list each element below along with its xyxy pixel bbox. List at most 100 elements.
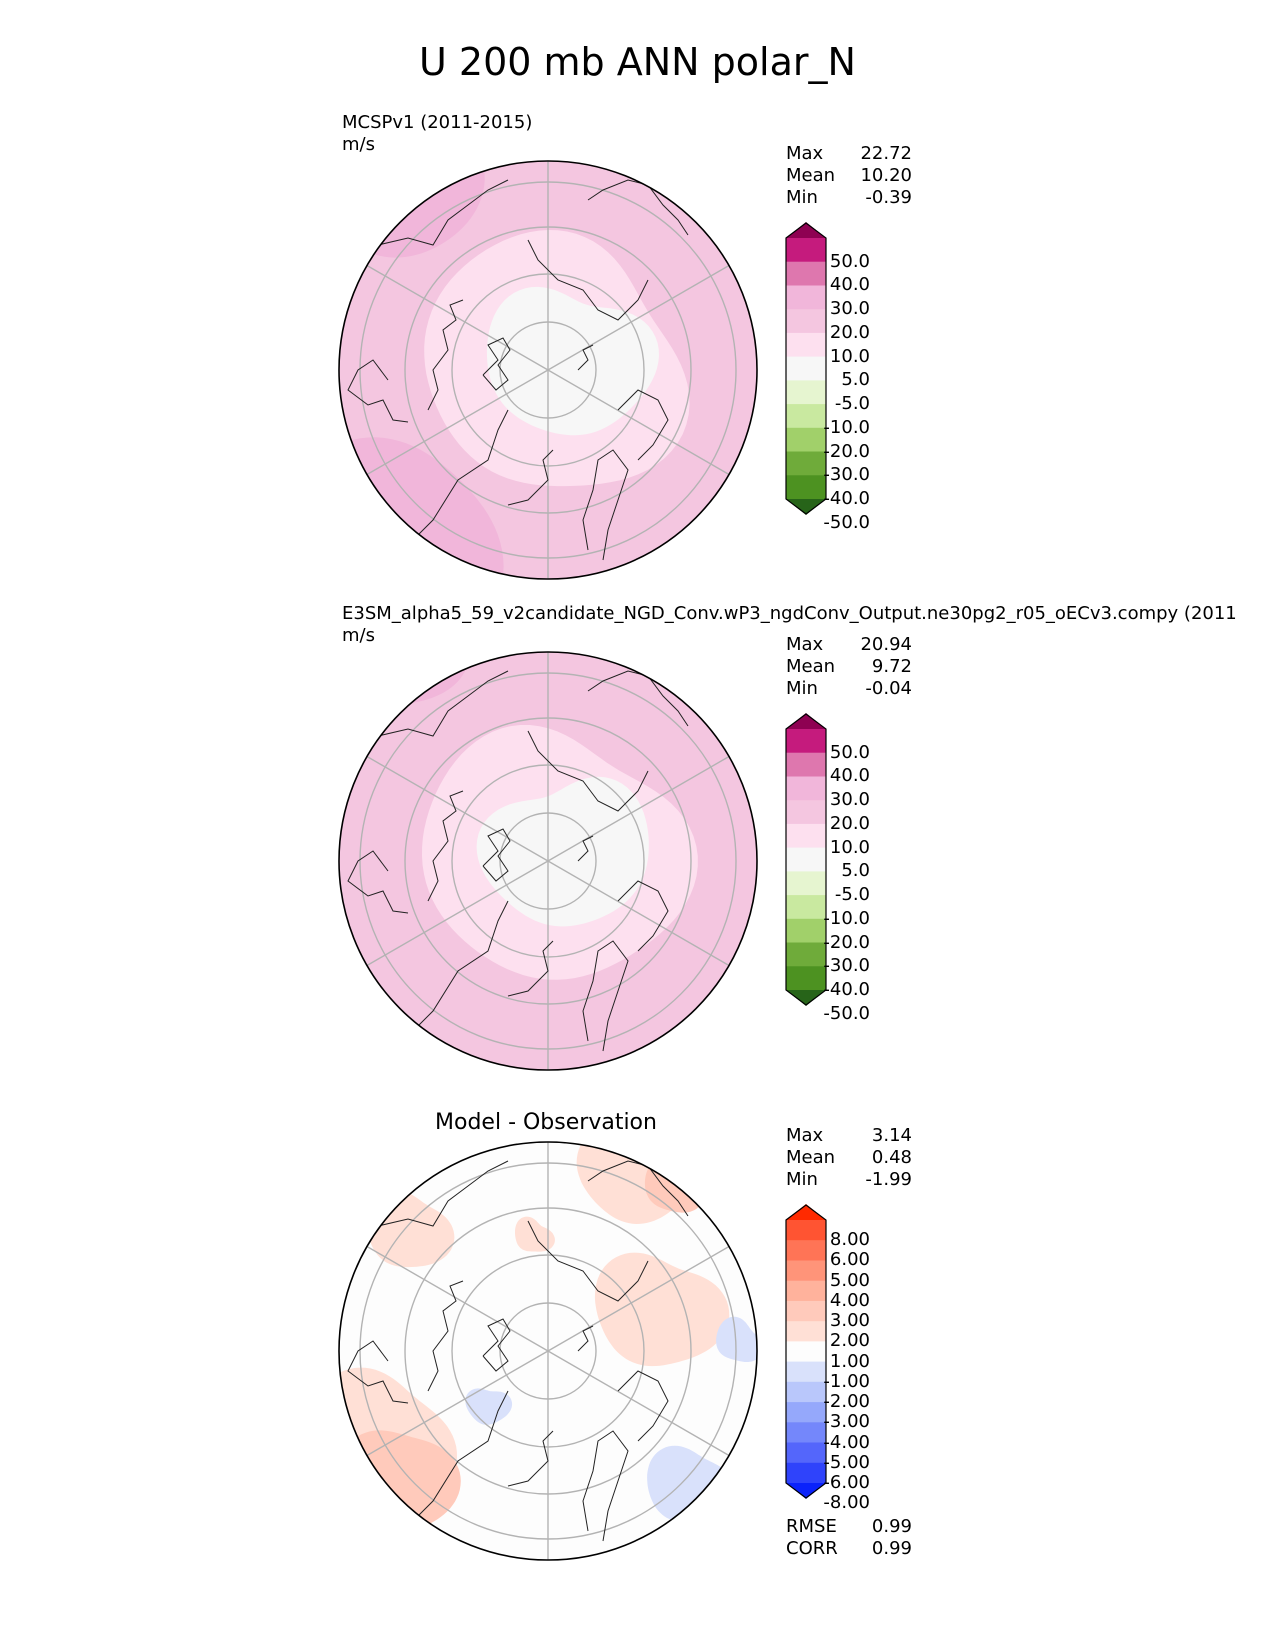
- colorbar-tick-label: -50.0: [823, 511, 870, 533]
- colorbar-tick-label: 3.00: [829, 1310, 870, 1332]
- colorbar-tick-label: -10.0: [823, 907, 870, 929]
- colorbar-tick-label: -50.0: [823, 1002, 870, 1024]
- field-pole-region: [486, 286, 659, 436]
- colorbar-extend-max: [786, 713, 826, 729]
- colorbar-tick-label: 30.0: [829, 789, 870, 811]
- panel3-rmse-label: RMSE: [786, 1516, 837, 1537]
- panel2-mean-value: 9.72: [871, 656, 912, 677]
- coastline-siberia: [527, 239, 649, 321]
- map-boundary: [338, 1141, 758, 1561]
- panel3-max-label: Max: [786, 1125, 824, 1146]
- colorbar-segment: [786, 261, 826, 286]
- panel1-polar-map: [338, 160, 758, 580]
- colorbar-segment: [786, 776, 826, 801]
- colorbar-segment: [786, 1462, 826, 1484]
- colorbar-extend-min: [786, 499, 826, 515]
- panel3-title: Model - Observation: [435, 1110, 657, 1135]
- figure-title: U 200 mb ANN polar_N: [419, 40, 856, 84]
- panel3-polar-map: [338, 1141, 758, 1561]
- colorbar-segment: [786, 918, 826, 944]
- coastline-novaya-zemlya: [577, 344, 594, 371]
- coastline-iceland-region: [507, 940, 554, 997]
- panel1-max-value: 22.72: [860, 143, 912, 164]
- coastline-scandinavia: [582, 940, 629, 1052]
- meridian-line: [365, 860, 549, 967]
- colorbar-tick-label: 8.00: [829, 1229, 870, 1251]
- colorbar-outline: [785, 1204, 827, 1499]
- meridian-line: [547, 755, 731, 862]
- colorbar-tick-label: 10.0: [829, 345, 870, 367]
- colorbar-segment: [786, 823, 826, 849]
- meridian-line: [547, 1350, 731, 1457]
- colorbar-segment: [786, 380, 826, 405]
- panel3-colorbar: [785, 1204, 827, 1499]
- field-positive-region-e: [594, 1252, 730, 1367]
- colorbar-extend-max: [786, 222, 826, 238]
- colorbar-segment: [786, 1321, 826, 1342]
- colorbar-segment: [786, 1341, 826, 1363]
- field-pole-region: [476, 776, 649, 927]
- colorbar-tick-label: 50.0: [829, 741, 870, 763]
- panel3-corr-value: 0.99: [871, 1538, 912, 1559]
- colorbar-tick-label: 30.0: [829, 298, 870, 320]
- colorbar-tick-label: -8.00: [823, 1492, 870, 1514]
- colorbar-tick-label: -1.00: [823, 1370, 870, 1392]
- colorbar-extend-max: [786, 1204, 826, 1220]
- colorbar-tick-label: 1.00: [829, 1350, 870, 1372]
- colorbar-segment: [786, 1260, 826, 1282]
- meridian-line: [547, 860, 731, 967]
- colorbar-outline: [785, 713, 827, 1006]
- panel2-colorbar: [785, 713, 827, 1006]
- coastline-canada: [427, 790, 464, 902]
- panel3-min-label: Min: [786, 1169, 818, 1190]
- colorbar-segment: [786, 1220, 826, 1241]
- colorbar-segment: [786, 1240, 826, 1261]
- colorbar-segment: [786, 942, 826, 967]
- coastline-archipelago: [482, 828, 511, 882]
- colorbar-segment: [786, 475, 826, 500]
- colorbar-tick-label: 10.0: [829, 836, 870, 858]
- coastline-north-america: [377, 670, 509, 737]
- panel2-mean-label: Mean: [786, 656, 836, 677]
- colorbar-tick-label: -20.0: [823, 440, 870, 462]
- colorbar-tick-label: 40.0: [829, 274, 870, 296]
- panel3-min-value: -1.99: [865, 1169, 912, 1190]
- panel3-rmse-value: 0.99: [871, 1516, 912, 1537]
- coastline-archipelago: [482, 1318, 511, 1372]
- coastline-iceland-region: [507, 1430, 554, 1487]
- coastline-north-america: [377, 1160, 509, 1227]
- colorbar-tick-label: -20.0: [823, 931, 870, 953]
- colorbar-segment: [786, 966, 826, 991]
- coastline-hudson-bay: [347, 1340, 409, 1404]
- colorbar-segment: [786, 800, 826, 825]
- colorbar-tick-label: -30.0: [823, 955, 870, 977]
- panel1-mean-label: Mean: [786, 165, 836, 186]
- graticule: [359, 1142, 737, 1560]
- meridian-line: [547, 264, 731, 371]
- colorbar-tick-label: 20.0: [829, 321, 870, 343]
- colorbar-tick-label: -5.0: [834, 884, 870, 906]
- colorbar-segment: [786, 847, 826, 872]
- colorbar-tick-label: -10.0: [823, 416, 870, 438]
- colorbar-tick-label: -6.00: [823, 1472, 870, 1493]
- colorbar-segment: [786, 427, 826, 453]
- coastline-hudson-bay: [347, 359, 409, 423]
- coastline-russia-west: [617, 880, 669, 952]
- coastlines: [347, 179, 689, 561]
- colorbar-segment: [786, 332, 826, 358]
- coastline-russia-west: [617, 1370, 669, 1442]
- coastline-siberia: [527, 1220, 649, 1302]
- meridian-line: [365, 755, 549, 862]
- panel3-mean-value: 0.48: [871, 1147, 912, 1168]
- graticule: [359, 652, 737, 1070]
- colorbar-tick-label: 5.0: [841, 369, 870, 391]
- panel3-mean-label: Mean: [786, 1147, 836, 1168]
- panel1-colorbar: [785, 222, 827, 515]
- meridian-line: [365, 1350, 549, 1457]
- panel1-mean-value: 10.20: [860, 165, 912, 186]
- coastline-iceland-region: [507, 449, 554, 506]
- coastline-scandinavia: [582, 1430, 629, 1542]
- colorbar-tick-label: 20.0: [829, 812, 870, 834]
- panel2-units: m/s: [342, 625, 375, 646]
- panel3-corr-label: CORR: [786, 1538, 838, 1559]
